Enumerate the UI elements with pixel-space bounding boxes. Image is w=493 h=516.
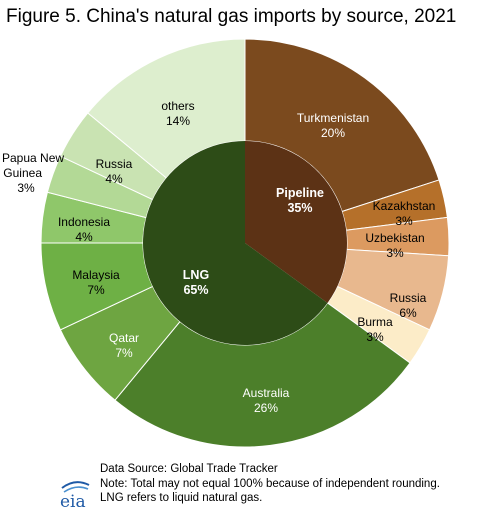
lng-note-text: LNG refers to liquid natural gas. (100, 492, 263, 504)
chart-footer: Data Source: Global Trade Tracker Note: … (100, 462, 440, 506)
eia-logo: eia (60, 481, 90, 512)
label-lng-russia: Russia 4% (96, 157, 133, 186)
label-lng-indonesia: Indonesia 4% (58, 215, 110, 244)
logo-text: eia (60, 492, 86, 512)
chart-title: Figure 5. China's natural gas imports by… (6, 6, 457, 27)
rounding-note-text: Note: Total may not equal 100% because o… (100, 477, 440, 490)
label-lng-malaysia: Malaysia 7% (72, 268, 120, 297)
label-lng-others: others 14% (161, 99, 194, 128)
logo-swoosh-2 (63, 486, 89, 493)
center-label-pipeline: Pipeline 35% (276, 186, 324, 215)
slice-labels: Turkmenistan 20% Kazakhstan 3% Uzbekistan 3% R… (2, 99, 435, 415)
label-pipeline-russia: Russia 6% (390, 291, 427, 320)
outer-ring (40, 38, 450, 448)
inner-slice-lng (143, 141, 328, 345)
inner-slice-pipeline (245, 141, 348, 303)
label-pipeline-uzbekistan: Uzbekistan 3% (365, 231, 424, 260)
data-source-text: Data Source: Global Trade Tracker (100, 463, 278, 475)
label-lng-qatar: Qatar 7% (109, 331, 139, 360)
label-lng-papua-new-guinea: Papua New Guinea 3% (2, 151, 64, 195)
label-pipeline-kazakhstan: Kazakhstan 3% (373, 199, 436, 228)
label-lng-australia: Australia 26% (243, 386, 290, 415)
label-pipeline-burma: Burma 3% (357, 315, 393, 344)
label-pipeline-turkmenistan: Turkmenistan 20% (297, 111, 369, 140)
inner-ring (143, 141, 348, 345)
logo-swoosh-1 (61, 481, 90, 489)
center-label-lng: LNG 65% (183, 268, 209, 297)
